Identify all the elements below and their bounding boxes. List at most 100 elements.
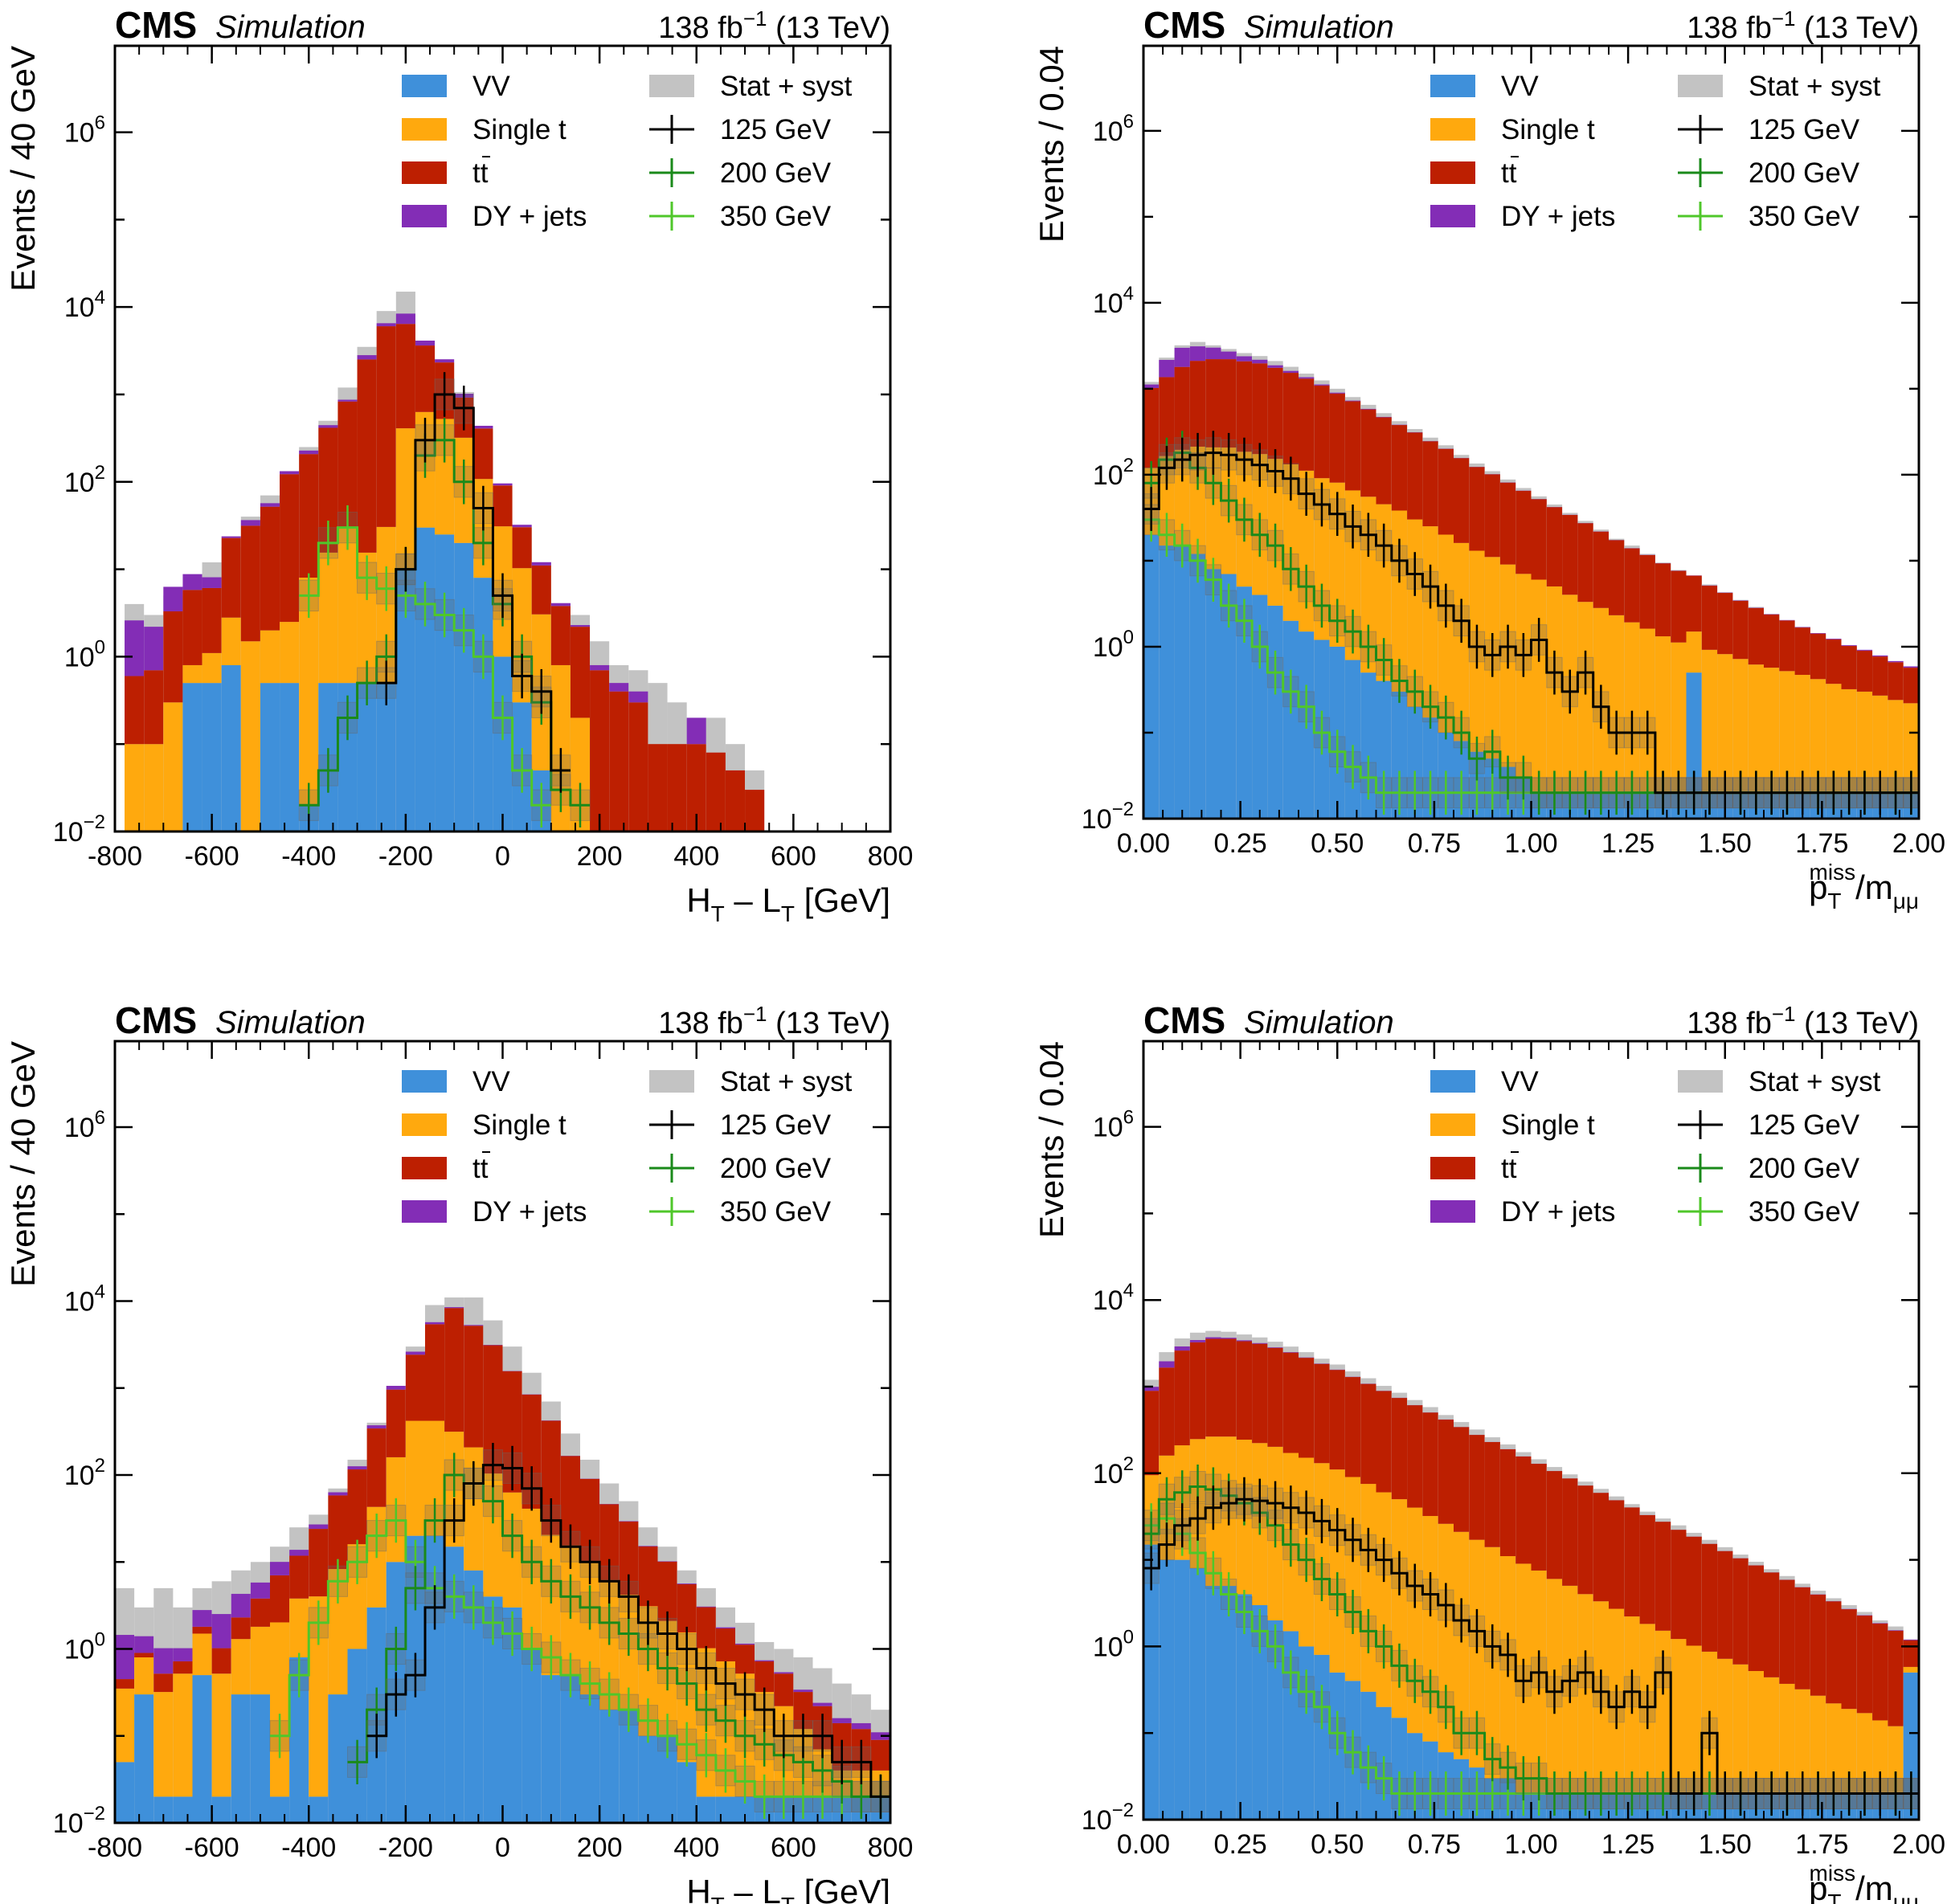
legend-swatch-dy	[402, 1200, 447, 1223]
ttbar-bar	[1826, 1601, 1842, 1704]
singlet-bar	[1826, 684, 1842, 793]
legend-text: DY + jets	[1501, 201, 1615, 232]
legend-label-singlet: Single t	[1501, 114, 1595, 145]
dy-bar	[309, 1524, 329, 1530]
ttbar-bar	[1205, 1338, 1221, 1437]
legend-text: DY + jets	[472, 1196, 587, 1228]
x-tick-label: 1.00	[1504, 828, 1557, 859]
singlet-bar	[173, 1673, 193, 1797]
vv-bar	[1407, 706, 1423, 819]
dy-bar	[115, 1635, 135, 1680]
legend-label-sig125: 125 GeV	[720, 114, 832, 145]
x-title-mid: /m	[1855, 868, 1893, 906]
ttbar-bar	[1499, 1448, 1516, 1557]
ttbar-bar	[1469, 467, 1485, 551]
ttbar-bar	[386, 1389, 406, 1457]
singlet-bar	[1686, 1645, 1702, 1794]
vv-bar	[328, 1694, 348, 1823]
dy-bar	[1252, 1342, 1268, 1344]
legend-label-vv: VV	[1501, 71, 1539, 102]
vv-bar	[231, 1694, 251, 1823]
vv-bar	[435, 534, 455, 831]
y-tick-label: 104	[64, 1281, 105, 1318]
ttbar-bar	[590, 670, 610, 831]
y-tick-exp: 6	[95, 112, 105, 134]
ttbar-bar	[638, 1546, 658, 1607]
ttbar-bar	[1748, 607, 1764, 665]
ttbar-bar	[202, 587, 222, 653]
dy-bar	[590, 664, 610, 671]
x-tick-label: -400	[281, 1832, 336, 1863]
vv-bar	[1189, 1568, 1206, 1820]
y-tick-exp: 6	[95, 1107, 105, 1129]
singlet-bar	[1531, 579, 1547, 793]
dy-bar	[1205, 347, 1221, 360]
legend-label-dy: DY + jets	[472, 201, 587, 232]
ttbar-bar	[1686, 1536, 1702, 1646]
lumi-label: 138 fb−1 (13 TeV)	[658, 1002, 890, 1040]
legend-swatch-unc	[649, 75, 694, 97]
dy-bar	[231, 1593, 251, 1618]
singlet-bar	[1671, 1639, 1687, 1794]
legend-swatch-vv	[402, 75, 447, 97]
y-tick-label: 10−2	[1082, 1800, 1134, 1836]
x-tick-label: -600	[185, 1832, 239, 1863]
ttbar-bar	[1748, 1565, 1764, 1672]
vv-bar	[1376, 680, 1392, 819]
singlet-bar	[1671, 642, 1687, 793]
singlet-bar	[1872, 1720, 1888, 1794]
x-tick-label: 600	[771, 841, 816, 872]
vv-bar	[638, 1735, 658, 1823]
x-title-sub: T	[1827, 889, 1841, 913]
legend: VV Single t tt DY + jets Stat + syst 125 GeV 2…	[1430, 1066, 1881, 1228]
x-tick-label: 1.25	[1601, 1829, 1655, 1860]
singlet-bar	[153, 1692, 174, 1797]
x-title-main: H	[686, 881, 710, 919]
ttbar-bar	[1484, 474, 1500, 558]
ttbar-bar	[1252, 363, 1268, 455]
legend-swatch-unc	[1678, 1070, 1723, 1093]
ttbar-bar	[1143, 387, 1160, 468]
x-tick-label: 200	[577, 1832, 623, 1863]
singlet-bar	[1329, 482, 1345, 647]
ttbar-bar	[1282, 1352, 1299, 1453]
dy-bar	[299, 450, 319, 455]
ttbar-bar	[1299, 1358, 1315, 1458]
x-tick-label: -800	[88, 1832, 142, 1863]
vv-bar	[1282, 1631, 1299, 1820]
dy-bar	[870, 1732, 890, 1740]
ttbar-bar	[1282, 373, 1299, 465]
x-title-unit: [GeV]	[795, 1873, 890, 1904]
x-title-sub: T	[1827, 1890, 1841, 1904]
lumi-value: 138 fb	[658, 1007, 743, 1040]
ttbar-bar	[1701, 1543, 1718, 1652]
dy-bar	[1221, 351, 1237, 360]
vv-bar	[677, 1762, 697, 1823]
singlet-bar	[182, 664, 202, 684]
ttbar-bar	[115, 1679, 135, 1689]
ttbar-bar	[1562, 1478, 1578, 1586]
vv-bar	[280, 683, 300, 831]
dy-bar	[570, 625, 591, 627]
y-tick-base: 10	[1093, 116, 1123, 147]
ttbar-bar	[1671, 1530, 1687, 1640]
dy-bar	[1267, 365, 1283, 368]
dy-bar	[221, 536, 241, 538]
dy-bar	[464, 1325, 484, 1326]
legend-label-sig125: 125 GeV	[1749, 114, 1860, 145]
vv-bar	[1159, 1559, 1175, 1820]
ttbar-bar	[1236, 1341, 1253, 1440]
dy-bar	[531, 562, 551, 566]
legend-swatch-ttbar	[402, 161, 447, 184]
dy-bar	[1159, 359, 1175, 378]
dy-bar	[328, 1492, 348, 1496]
simulation-label: Simulation	[215, 1005, 366, 1040]
dy-bar	[1841, 645, 1857, 647]
singlet-bar	[337, 526, 358, 684]
singlet-bar	[270, 1622, 290, 1797]
y-tick-exp: 4	[95, 287, 105, 308]
legend-text: DY + jets	[1501, 1196, 1615, 1228]
x-tick-label: 0.75	[1408, 1829, 1461, 1860]
y-tick-base: 10	[1093, 460, 1123, 491]
singlet-bar	[1764, 668, 1780, 793]
